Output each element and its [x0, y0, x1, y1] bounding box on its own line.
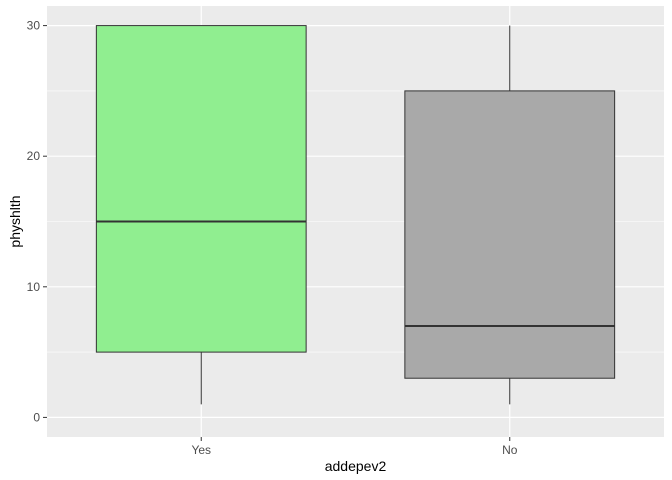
y-tick-label: 30	[27, 19, 41, 33]
y-tick-label: 20	[27, 149, 41, 163]
box-body	[404, 90, 616, 379]
y-axis: 0 10 20 30	[27, 19, 47, 424]
box-body	[95, 25, 307, 353]
x-tick-label: Yes	[191, 443, 211, 457]
box-yes	[95, 25, 307, 405]
x-tick-label: No	[502, 443, 518, 457]
y-tick-label: 0	[33, 410, 40, 424]
x-axis: Yes No	[191, 437, 518, 457]
box-no	[404, 25, 616, 405]
x-axis-title: addepev2	[325, 458, 387, 474]
y-axis-title: physhlth	[7, 195, 23, 247]
boxes-layer	[95, 25, 616, 405]
y-tick-label: 10	[27, 280, 41, 294]
